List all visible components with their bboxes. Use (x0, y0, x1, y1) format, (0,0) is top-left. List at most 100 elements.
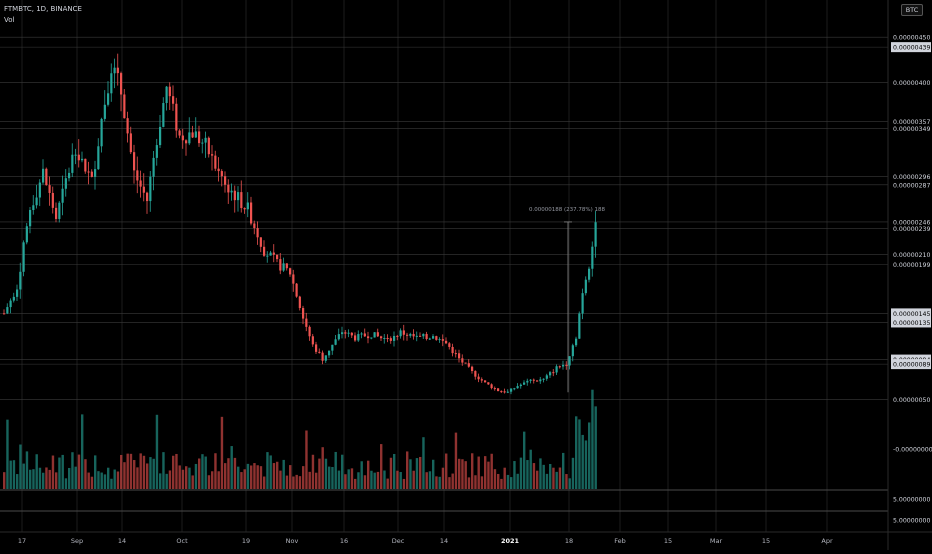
price-axis-label: 0.00000050 (893, 397, 930, 404)
candle-body (497, 388, 500, 392)
volume-bar (474, 475, 477, 489)
candle-body (45, 168, 48, 186)
candle-body (363, 333, 366, 337)
candle-body (389, 338, 392, 341)
volume-bar (84, 459, 87, 489)
candle-body (419, 335, 422, 337)
candle-body (136, 170, 139, 181)
volume-bar (526, 460, 529, 489)
candle-body (461, 358, 464, 363)
candle-body (373, 332, 376, 338)
candle-body (120, 73, 123, 95)
volume-bar (324, 458, 328, 489)
volume-bar (233, 457, 237, 489)
volume-bar (334, 451, 337, 489)
volume-bar (116, 471, 120, 489)
price-label-badge (891, 308, 931, 319)
volume-bar (350, 468, 354, 489)
candle-body (217, 168, 220, 172)
volume-bar (399, 472, 402, 489)
volume-bar (240, 472, 243, 489)
candle-body (12, 296, 15, 301)
volume-bar (103, 474, 107, 489)
volume-bar (506, 474, 510, 489)
candle-body (302, 308, 305, 319)
time-axis-label: 16 (340, 537, 348, 545)
volume-bar (38, 467, 42, 489)
candle-body (198, 131, 201, 144)
candle-body (399, 330, 402, 337)
candle-body (227, 184, 230, 193)
candle-body (276, 254, 279, 260)
volume-bar (172, 455, 175, 489)
candle-body (22, 242, 25, 272)
candle-body (474, 371, 477, 377)
volume-bar (367, 460, 370, 489)
candle-body (292, 274, 295, 284)
volume-bar (393, 453, 396, 489)
candle-body (594, 222, 597, 247)
volume-bar (568, 478, 571, 489)
candle-body (64, 178, 67, 189)
candle-body (337, 334, 340, 340)
volume-bar (510, 477, 513, 489)
price-axis-label: 0.00000357 (893, 119, 930, 126)
candle-body (246, 202, 249, 210)
volume-bar (487, 461, 490, 489)
candle-body (6, 307, 9, 314)
volume-bar (45, 467, 48, 489)
volume-bar (376, 471, 380, 489)
volume-bar (386, 478, 389, 489)
candle-body (250, 202, 253, 224)
measure-label: 0.00000188 (237.78%) 188 (529, 207, 605, 213)
time-axis-label: 15 (762, 537, 770, 545)
volume-bar (94, 455, 97, 489)
volume-bar (259, 466, 263, 489)
volume-bar (168, 470, 172, 489)
volume-bar (519, 457, 523, 489)
candle-body (68, 172, 71, 179)
volume-bar (51, 455, 55, 489)
volume-bar (552, 467, 555, 489)
volume-bar (142, 455, 146, 489)
volume-bar (201, 454, 204, 489)
candle-body (48, 185, 51, 193)
candle-body (571, 345, 574, 357)
candle-body (51, 192, 54, 208)
candle-body (126, 118, 129, 134)
candle-body (341, 332, 344, 335)
candle-body (16, 289, 19, 297)
volume-bar (578, 419, 581, 489)
volume-bar (188, 467, 191, 489)
price-axis-label: -0.00000000 (893, 447, 932, 454)
candle-body (321, 352, 324, 361)
volume-bar (165, 473, 168, 489)
volume-bar (217, 471, 220, 489)
volume-bar (266, 452, 269, 489)
candle-body (191, 132, 194, 138)
volume-bar (435, 476, 438, 489)
symbol-line: FTMBTC, 1D, BINANCE (4, 5, 82, 13)
volume-bar (220, 416, 224, 489)
volume-bar (55, 472, 58, 489)
volume-bar (35, 454, 38, 489)
volume-bar (253, 463, 256, 489)
candle-body (315, 344, 318, 352)
candle-body (445, 340, 448, 344)
volume-bar (344, 474, 347, 489)
price-axis-label: 0.00000199 (893, 262, 930, 269)
candle-body (380, 336, 383, 339)
volume-bar (562, 452, 565, 489)
volume-axis-label: 5.00000000 (893, 497, 930, 504)
volume-bar (588, 422, 591, 489)
volume-bar (276, 461, 279, 489)
candle-body (432, 336, 435, 339)
currency-badge[interactable]: BTC (901, 4, 923, 16)
candle-body (490, 384, 493, 389)
volume-bar (419, 456, 422, 489)
candle-body (194, 131, 197, 138)
volume-bar (500, 478, 503, 489)
volume-bar (412, 470, 415, 489)
